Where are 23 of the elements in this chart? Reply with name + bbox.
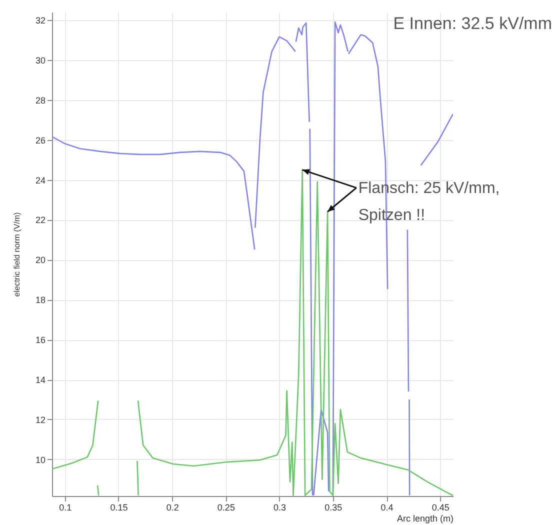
x-tick-label: 0.25 — [217, 502, 235, 512]
x-tick-label: 0.4 — [380, 502, 394, 512]
annotation: E Innen: 32.5 kV/mm — [393, 14, 552, 33]
y-tick-label: 30 — [35, 55, 46, 66]
x-tick-label: 0.15 — [110, 502, 128, 512]
x-tick-label: 0.2 — [166, 502, 179, 512]
x-tick-label: 0.3 — [274, 502, 286, 512]
y-axis-title: electric field norm (V/m) — [12, 212, 22, 297]
x-tick-label: 0.35 — [324, 502, 342, 512]
y-tick-label: 10 — [35, 454, 46, 465]
y-tick-label: 18 — [35, 295, 46, 306]
x-axis-title: Arc length (m) — [396, 514, 454, 524]
y-tick-label: 22 — [35, 215, 46, 226]
y-tick-label: 14 — [35, 375, 46, 386]
y-tick-label: 12 — [35, 414, 46, 425]
y-tick-label: 32 — [35, 15, 46, 26]
y-tick-label: 20 — [35, 255, 46, 266]
y-tick-label: 24 — [35, 175, 46, 186]
x-tick-label: 0.1 — [59, 502, 72, 512]
y-tick-label: 28 — [35, 95, 46, 106]
y-tick-label: 26 — [35, 135, 46, 146]
x-tick-label: 0.45 — [432, 502, 450, 512]
y-tick-label: 16 — [35, 335, 46, 346]
